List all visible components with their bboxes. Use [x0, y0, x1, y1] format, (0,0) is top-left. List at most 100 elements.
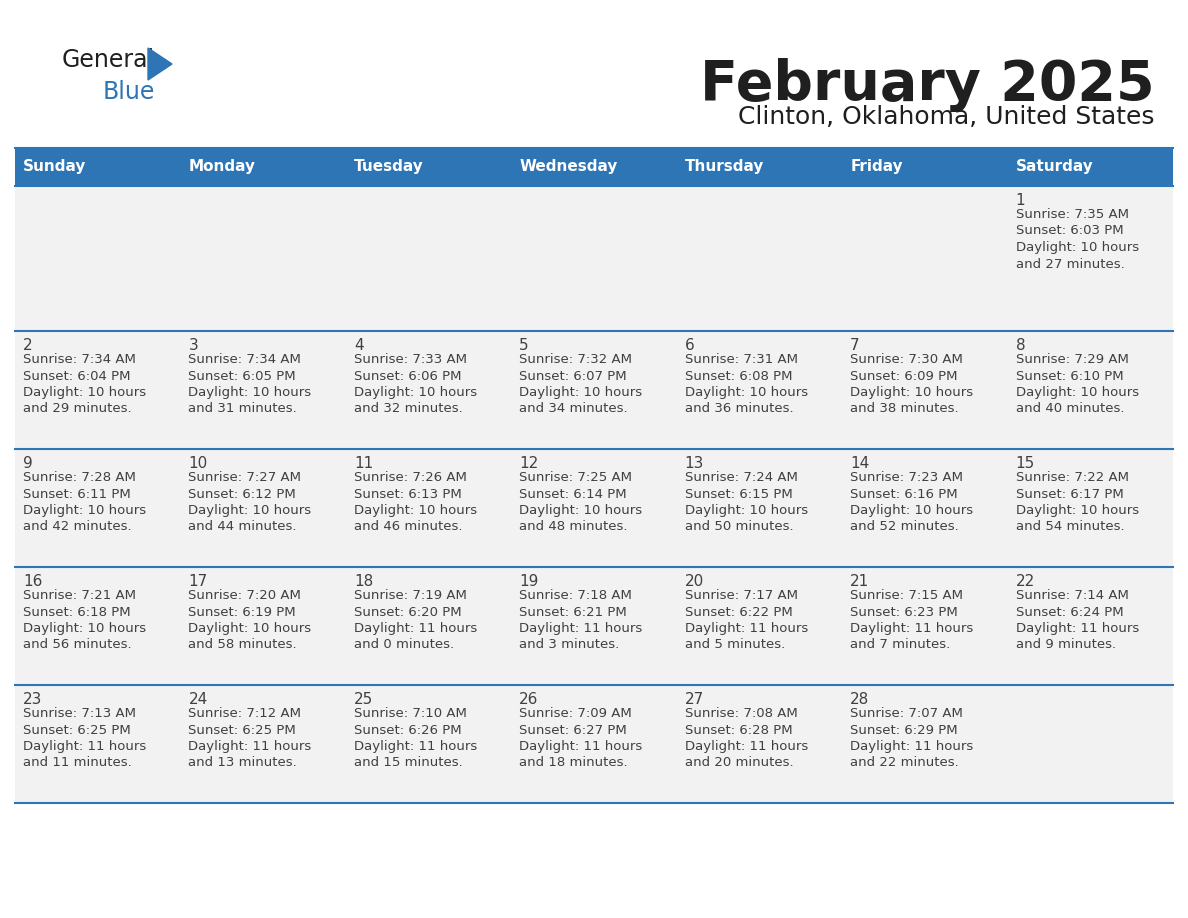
Text: 28: 28 [851, 692, 870, 707]
Text: 4: 4 [354, 338, 364, 353]
Text: 8: 8 [1016, 338, 1025, 353]
Text: 18: 18 [354, 574, 373, 589]
Bar [511, 685, 677, 803]
Text: and 11 minutes.: and 11 minutes. [23, 756, 132, 769]
Bar [346, 186, 511, 331]
Bar [1007, 449, 1173, 567]
Text: and 29 minutes.: and 29 minutes. [23, 402, 132, 416]
Bar [1007, 186, 1173, 331]
Text: and 52 minutes.: and 52 minutes. [851, 521, 959, 533]
Text: Daylight: 10 hours: Daylight: 10 hours [1016, 386, 1138, 399]
Text: 23: 23 [23, 692, 43, 707]
Text: Sunrise: 7:07 AM: Sunrise: 7:07 AM [851, 707, 963, 720]
Bar [346, 331, 511, 449]
Text: Daylight: 10 hours: Daylight: 10 hours [851, 504, 973, 517]
Text: Daylight: 10 hours: Daylight: 10 hours [23, 504, 146, 517]
Text: and 13 minutes.: and 13 minutes. [189, 756, 297, 769]
Text: and 34 minutes.: and 34 minutes. [519, 402, 628, 416]
Text: Sunrise: 7:28 AM: Sunrise: 7:28 AM [23, 471, 135, 484]
Text: and 7 minutes.: and 7 minutes. [851, 639, 950, 652]
Text: Daylight: 11 hours: Daylight: 11 hours [519, 622, 643, 635]
Bar [677, 148, 842, 186]
Text: Sunrise: 7:22 AM: Sunrise: 7:22 AM [1016, 471, 1129, 484]
Text: Daylight: 11 hours: Daylight: 11 hours [684, 740, 808, 753]
Text: Sunrise: 7:27 AM: Sunrise: 7:27 AM [189, 471, 302, 484]
Text: Sunday: Sunday [23, 160, 87, 174]
Text: Daylight: 11 hours: Daylight: 11 hours [851, 622, 973, 635]
Text: 1: 1 [1016, 193, 1025, 208]
Text: Sunrise: 7:13 AM: Sunrise: 7:13 AM [23, 707, 135, 720]
Text: 21: 21 [851, 574, 870, 589]
Text: Daylight: 11 hours: Daylight: 11 hours [354, 740, 478, 753]
Text: and 5 minutes.: and 5 minutes. [684, 639, 785, 652]
Text: Daylight: 10 hours: Daylight: 10 hours [519, 504, 643, 517]
Text: 2: 2 [23, 338, 32, 353]
Text: 22: 22 [1016, 574, 1035, 589]
Text: Daylight: 10 hours: Daylight: 10 hours [23, 622, 146, 635]
Text: Sunrise: 7:08 AM: Sunrise: 7:08 AM [684, 707, 797, 720]
Text: Daylight: 10 hours: Daylight: 10 hours [189, 386, 311, 399]
Text: and 38 minutes.: and 38 minutes. [851, 402, 959, 416]
Bar [842, 186, 1007, 331]
Text: Friday: Friday [851, 160, 903, 174]
Text: Sunrise: 7:34 AM: Sunrise: 7:34 AM [23, 353, 135, 366]
Text: Daylight: 11 hours: Daylight: 11 hours [189, 740, 311, 753]
Text: and 44 minutes.: and 44 minutes. [189, 521, 297, 533]
Text: 27: 27 [684, 692, 704, 707]
Text: Sunrise: 7:09 AM: Sunrise: 7:09 AM [519, 707, 632, 720]
Bar [15, 449, 181, 567]
Text: Daylight: 10 hours: Daylight: 10 hours [354, 504, 478, 517]
Text: 26: 26 [519, 692, 538, 707]
Text: Sunset: 6:13 PM: Sunset: 6:13 PM [354, 487, 462, 500]
Bar [15, 685, 181, 803]
Text: Thursday: Thursday [684, 160, 764, 174]
Text: Sunset: 6:08 PM: Sunset: 6:08 PM [684, 370, 792, 383]
Text: Clinton, Oklahoma, United States: Clinton, Oklahoma, United States [739, 105, 1155, 129]
Text: and 20 minutes.: and 20 minutes. [684, 756, 794, 769]
Text: and 31 minutes.: and 31 minutes. [189, 402, 297, 416]
Text: Sunset: 6:19 PM: Sunset: 6:19 PM [189, 606, 296, 619]
Text: Sunset: 6:03 PM: Sunset: 6:03 PM [1016, 225, 1123, 238]
Text: Monday: Monday [189, 160, 255, 174]
Text: 9: 9 [23, 456, 33, 471]
Text: Sunrise: 7:33 AM: Sunrise: 7:33 AM [354, 353, 467, 366]
Text: 16: 16 [23, 574, 43, 589]
Bar [511, 449, 677, 567]
Text: Sunrise: 7:12 AM: Sunrise: 7:12 AM [189, 707, 302, 720]
Bar [842, 567, 1007, 685]
Text: Daylight: 10 hours: Daylight: 10 hours [851, 386, 973, 399]
Text: Sunset: 6:25 PM: Sunset: 6:25 PM [189, 723, 296, 736]
Text: Sunset: 6:15 PM: Sunset: 6:15 PM [684, 487, 792, 500]
Bar [842, 449, 1007, 567]
Text: and 18 minutes.: and 18 minutes. [519, 756, 628, 769]
Text: Sunrise: 7:14 AM: Sunrise: 7:14 AM [1016, 589, 1129, 602]
Text: and 46 minutes.: and 46 minutes. [354, 521, 462, 533]
Text: Sunset: 6:14 PM: Sunset: 6:14 PM [519, 487, 627, 500]
Text: Sunset: 6:10 PM: Sunset: 6:10 PM [1016, 370, 1123, 383]
Bar [181, 685, 346, 803]
Bar [1007, 685, 1173, 803]
Text: Sunrise: 7:19 AM: Sunrise: 7:19 AM [354, 589, 467, 602]
Text: and 27 minutes.: and 27 minutes. [1016, 258, 1124, 271]
Text: 5: 5 [519, 338, 529, 353]
Text: Sunset: 6:09 PM: Sunset: 6:09 PM [851, 370, 958, 383]
Text: Sunset: 6:23 PM: Sunset: 6:23 PM [851, 606, 958, 619]
Text: Sunrise: 7:23 AM: Sunrise: 7:23 AM [851, 471, 963, 484]
Text: 15: 15 [1016, 456, 1035, 471]
Text: Sunset: 6:28 PM: Sunset: 6:28 PM [684, 723, 792, 736]
Text: Sunrise: 7:25 AM: Sunrise: 7:25 AM [519, 471, 632, 484]
Bar [15, 331, 181, 449]
Text: Daylight: 10 hours: Daylight: 10 hours [189, 622, 311, 635]
Text: 14: 14 [851, 456, 870, 471]
Bar [1007, 148, 1173, 186]
Text: Sunrise: 7:17 AM: Sunrise: 7:17 AM [684, 589, 797, 602]
Text: Daylight: 10 hours: Daylight: 10 hours [684, 386, 808, 399]
Text: Sunset: 6:17 PM: Sunset: 6:17 PM [1016, 487, 1124, 500]
Bar [181, 186, 346, 331]
Text: Sunrise: 7:30 AM: Sunrise: 7:30 AM [851, 353, 963, 366]
Text: and 0 minutes.: and 0 minutes. [354, 639, 454, 652]
Text: and 32 minutes.: and 32 minutes. [354, 402, 462, 416]
Bar [346, 685, 511, 803]
Bar [346, 148, 511, 186]
Text: and 54 minutes.: and 54 minutes. [1016, 521, 1124, 533]
